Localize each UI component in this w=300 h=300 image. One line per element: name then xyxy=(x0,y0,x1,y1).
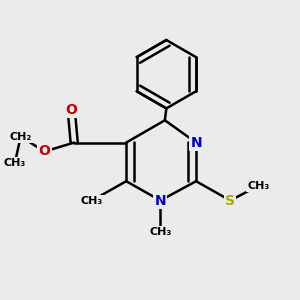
Text: CH₂: CH₂ xyxy=(10,132,32,142)
Text: O: O xyxy=(38,145,50,158)
Text: CH₃: CH₃ xyxy=(4,158,26,168)
Text: N: N xyxy=(154,194,166,208)
Text: S: S xyxy=(225,194,235,208)
Text: CH₃: CH₃ xyxy=(248,181,270,191)
Text: N: N xyxy=(190,136,202,150)
Text: CH₃: CH₃ xyxy=(81,196,103,206)
Text: CH₃: CH₃ xyxy=(149,227,172,237)
Text: O: O xyxy=(65,103,77,117)
